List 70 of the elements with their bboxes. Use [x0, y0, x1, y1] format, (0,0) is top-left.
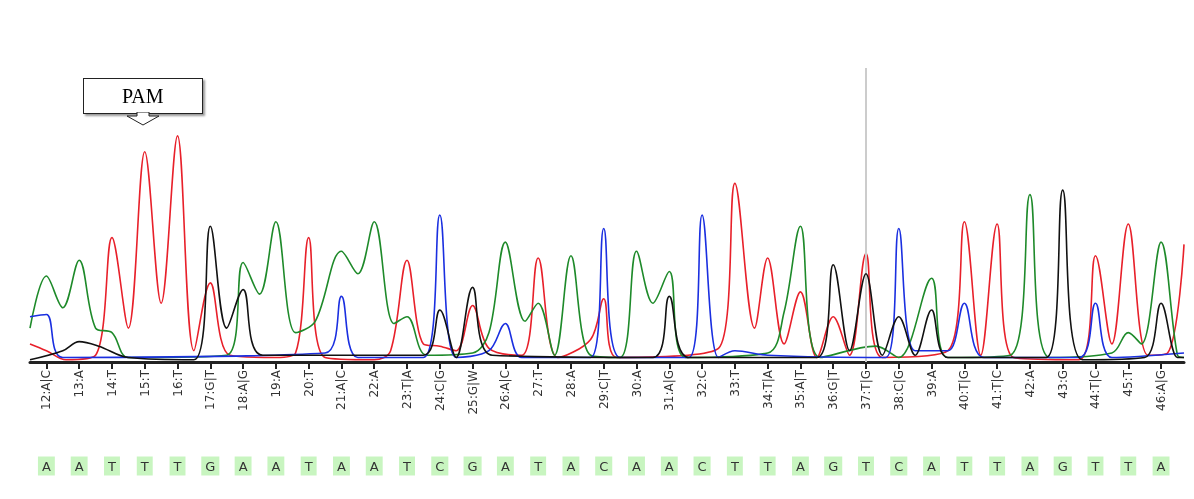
x-tick-label: 22:A — [367, 369, 382, 398]
x-tick-label: 14:T — [104, 369, 119, 397]
text: T — [959, 458, 969, 474]
text: T — [303, 458, 313, 474]
x-tick-label: 18:A|G — [236, 370, 251, 411]
x-tick-label: 15:T — [137, 369, 152, 397]
text: T — [861, 458, 871, 474]
x-tick-label: 35:A|T — [793, 369, 808, 409]
text: T — [1090, 458, 1100, 474]
text: A — [369, 458, 379, 474]
text: A — [500, 458, 510, 474]
text: G — [828, 458, 839, 474]
text: T — [106, 458, 116, 474]
text: T — [402, 458, 412, 474]
x-tick-label: 38:C|G — [891, 370, 906, 412]
text: A — [664, 458, 674, 474]
x-tick-label: 19:A — [268, 369, 283, 398]
text: A — [566, 458, 576, 474]
text: T — [139, 458, 149, 474]
x-tick-label: 42:A — [1022, 369, 1037, 398]
x-tick-label: 44:T|C — [1088, 370, 1103, 410]
x-tick-label: 20:T — [301, 369, 316, 397]
text: A — [927, 458, 937, 474]
x-tick-label: 36:G|T — [826, 369, 841, 410]
text: G — [1057, 458, 1068, 474]
x-tick-label: 41:T|C — [990, 370, 1005, 410]
text: A — [1156, 458, 1166, 474]
text: T — [992, 458, 1002, 474]
text: A — [238, 458, 248, 474]
text: A — [74, 458, 84, 474]
text: C — [894, 458, 904, 474]
x-tick-label: 34:T|A — [760, 369, 775, 409]
text: A — [795, 458, 805, 474]
text: A — [41, 458, 51, 474]
x-tick-label: 25:G|W — [465, 369, 480, 415]
text: A — [271, 458, 281, 474]
x-tick-label: 17:G|T — [203, 369, 218, 410]
x-tick-label: 16:T — [170, 369, 185, 397]
text: T — [1123, 458, 1133, 474]
x-tick-label: 23:T|A — [400, 369, 415, 409]
x-tick-label: 43:G — [1055, 370, 1070, 399]
text: A — [337, 458, 346, 474]
x-tick-label: 40:T|G — [957, 370, 972, 410]
text: T — [729, 458, 739, 474]
text: C — [697, 458, 707, 474]
text: C — [599, 458, 609, 474]
text: G — [205, 458, 216, 474]
x-tick-label: 27:T — [531, 369, 546, 397]
x-tick-label: 39:A — [924, 369, 939, 398]
x-tick-label: 32:C — [695, 370, 710, 398]
x-tick-label: 45:T — [1121, 369, 1136, 397]
text: A — [1025, 458, 1035, 474]
x-tick-label: 46:A|G — [1154, 370, 1169, 411]
text: C — [435, 458, 445, 474]
x-tick-label: 28:A — [563, 369, 578, 398]
x-tick-label: 21:A|C — [334, 370, 349, 410]
x-tick-label: 31:A|G — [662, 370, 677, 411]
text: T — [533, 458, 543, 474]
x-tick-label: 12:A|C — [39, 370, 54, 410]
x-tick-label: 30:A — [629, 369, 644, 398]
text: G — [467, 458, 478, 474]
text: A — [632, 458, 642, 474]
x-tick-label: 29:C|T — [596, 369, 611, 410]
x-tick-label: 26:A|C — [498, 370, 513, 410]
x-tick-label: 37:T|G — [858, 370, 873, 410]
text: T — [762, 458, 772, 474]
x-tick-label: 33:T — [727, 369, 742, 397]
text: T — [172, 458, 182, 474]
x-tick-label: 13:A — [72, 369, 87, 398]
x-tick-label: 24:C|G — [432, 370, 447, 412]
